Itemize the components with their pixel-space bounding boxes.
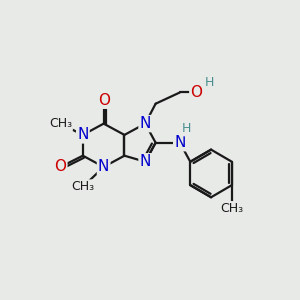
Text: H: H — [205, 76, 214, 88]
Text: N: N — [174, 135, 186, 150]
Text: O: O — [54, 159, 66, 174]
Text: N: N — [98, 159, 109, 174]
Text: H: H — [182, 122, 191, 135]
Text: O: O — [98, 93, 110, 108]
Text: CH₃: CH₃ — [220, 202, 243, 215]
Text: CH₃: CH₃ — [49, 117, 72, 130]
Text: O: O — [190, 85, 202, 100]
Text: N: N — [140, 154, 151, 169]
Text: CH₃: CH₃ — [71, 180, 94, 194]
Text: N: N — [77, 128, 88, 142]
Text: N: N — [140, 116, 151, 131]
